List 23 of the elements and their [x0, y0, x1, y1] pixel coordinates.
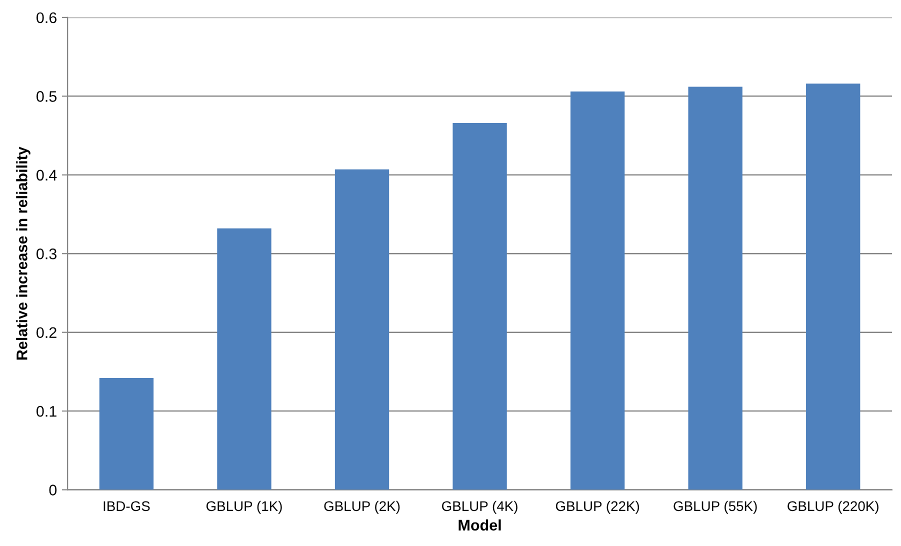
x-tick-label: GBLUP (4K) [442, 500, 518, 514]
y-tick-label: 0.3 [36, 248, 56, 260]
y-tick-label: 0.5 [36, 91, 57, 102]
y-tick-label: 0 [49, 484, 57, 496]
bar [99, 378, 154, 490]
bar [334, 169, 390, 490]
bar [217, 228, 272, 490]
y-tick-label: 0.4 [36, 170, 57, 181]
x-tick-label: GBLUP (1K) [206, 500, 282, 514]
bar [688, 86, 742, 490]
y-axis-title: Relative increase in reliability [16, 146, 30, 360]
y-tick-label: 0.1 [36, 406, 56, 417]
bar [452, 122, 507, 490]
x-tick-label: GBLUP (2K) [324, 500, 400, 514]
x-tick-label: GBLUP (220K) [788, 500, 878, 514]
x-tick-label: GBLUP (55K) [674, 500, 757, 514]
y-tick-label: 0.2 [36, 327, 56, 338]
x-tick-label: IBD-GS [104, 501, 150, 512]
bar [570, 91, 625, 490]
x-axis-title: Model [458, 519, 501, 531]
x-tick-label: GBLUP (22K) [556, 500, 640, 514]
bar [806, 84, 860, 490]
y-tick-label: 0.6 [36, 12, 56, 24]
